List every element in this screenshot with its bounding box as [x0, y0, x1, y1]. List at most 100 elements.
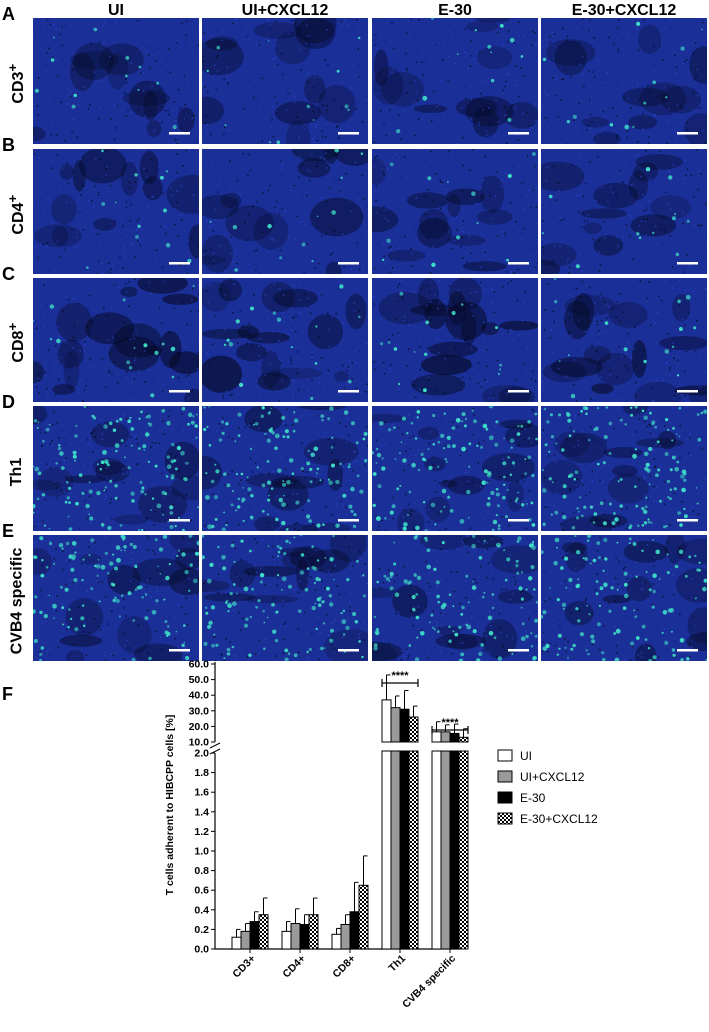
scale-bar: [677, 132, 698, 135]
y-tick-label: 1.2: [194, 826, 209, 838]
bar-upper: [409, 717, 418, 742]
bar-lower: [441, 751, 450, 949]
row-label: Th1: [0, 412, 34, 531]
micrograph-image: [202, 149, 368, 274]
scale-bar: [508, 262, 529, 265]
scale-bar: [677, 390, 698, 393]
micrograph-panel: [541, 149, 707, 274]
scale-bar: [169, 649, 190, 652]
bar-group: [341, 915, 350, 949]
axis-break-mark: [210, 743, 220, 748]
bar-upper: [432, 732, 441, 742]
scale-bar: [338, 519, 359, 522]
micrograph-image: [33, 535, 199, 661]
bar: [309, 915, 318, 949]
y-tick-label: 1.6: [194, 787, 209, 799]
micrograph-panel: [372, 406, 538, 531]
significance-label: ****: [441, 717, 459, 729]
legend-label: E-30: [520, 791, 546, 805]
scale-bar: [338, 390, 359, 393]
bar: [282, 931, 291, 949]
scale-bar: [169, 132, 190, 135]
y-tick-label: 30.0: [189, 705, 210, 717]
x-tick-label: CD8+: [330, 953, 358, 981]
bar-group: [409, 706, 418, 949]
legend-swatch: [498, 750, 512, 761]
bar-lower: [382, 751, 391, 949]
bar-group: [441, 725, 450, 949]
bar-group: [450, 724, 459, 949]
micrograph-panel: [372, 18, 538, 144]
bar: [259, 915, 268, 949]
scale-bar: [508, 519, 529, 522]
legend-swatch: [498, 771, 512, 782]
bar: [300, 925, 309, 950]
micrograph-panel: [33, 406, 199, 531]
bar-group: [250, 912, 259, 949]
row-label-superscript: +: [5, 323, 20, 331]
micrograph-panel: [541, 18, 707, 144]
bar-group: [459, 729, 468, 949]
micrograph-image: [372, 278, 538, 402]
legend-label: UI+CXCL12: [520, 770, 585, 784]
x-tick-label: CD3+: [230, 953, 258, 981]
micrograph-panel: [541, 278, 707, 402]
y-tick-label: 40.0: [189, 690, 210, 702]
bar-lower: [459, 751, 468, 949]
row-label-text: CD4: [11, 202, 29, 234]
scale-bar: [677, 262, 698, 265]
micrograph-image: [372, 149, 538, 274]
bar-group: [300, 915, 309, 949]
scale-bar: [677, 519, 698, 522]
bar: [291, 924, 300, 949]
micrograph-image: [202, 406, 368, 531]
bar: [359, 885, 368, 949]
micrograph-panel: [372, 149, 538, 274]
bar-upper: [391, 708, 400, 742]
panel-letter: C: [2, 264, 15, 285]
y-tick-label: 0.4: [194, 904, 209, 916]
micrograph-panel: [541, 535, 707, 661]
scale-bar: [338, 132, 359, 135]
row-label: CVB4 specific: [0, 541, 34, 661]
scale-bar: [508, 132, 529, 135]
micrograph-panel: [202, 18, 368, 144]
micrograph-panel: [372, 278, 538, 402]
legend-label: E-30+CXCL12: [520, 812, 598, 826]
x-tick-label: CD4+: [280, 953, 308, 981]
scale-bar: [338, 262, 359, 265]
micrograph-image: [33, 406, 199, 531]
bar-group: [432, 722, 441, 949]
row-label: CD8+: [0, 284, 34, 402]
y-tick-label: 0.6: [194, 885, 209, 897]
bar-group: [359, 856, 368, 949]
micrograph-panel: [541, 406, 707, 531]
micrograph-image: [541, 406, 707, 531]
legend-swatch: [498, 813, 512, 824]
micrograph-image: [33, 18, 199, 144]
micrograph-panel: [372, 535, 538, 661]
row-label: CD4+: [0, 155, 34, 274]
micrograph-image: [202, 535, 368, 661]
micrograph-image: [541, 18, 707, 144]
row-label: CD3+: [0, 24, 34, 144]
row-label-superscript: +: [5, 195, 20, 203]
panel-letter: A: [2, 4, 15, 25]
panel-letter-f: F: [2, 684, 13, 705]
bar: [250, 922, 259, 949]
scale-bar: [169, 390, 190, 393]
y-tick-label: 1.8: [194, 767, 209, 779]
y-tick-label: 50.0: [189, 674, 210, 686]
bar-group: [291, 909, 300, 949]
bar-upper: [441, 732, 450, 742]
bar: [332, 934, 341, 949]
row-label-text: CVB4 specific: [8, 548, 26, 655]
micrograph-image: [541, 149, 707, 274]
bar-group: [309, 898, 318, 949]
bar-group: [391, 696, 400, 949]
y-tick-label: 0.2: [194, 924, 209, 936]
micrograph-panel: [202, 149, 368, 274]
bar: [232, 937, 241, 949]
micrograph-image: [372, 18, 538, 144]
